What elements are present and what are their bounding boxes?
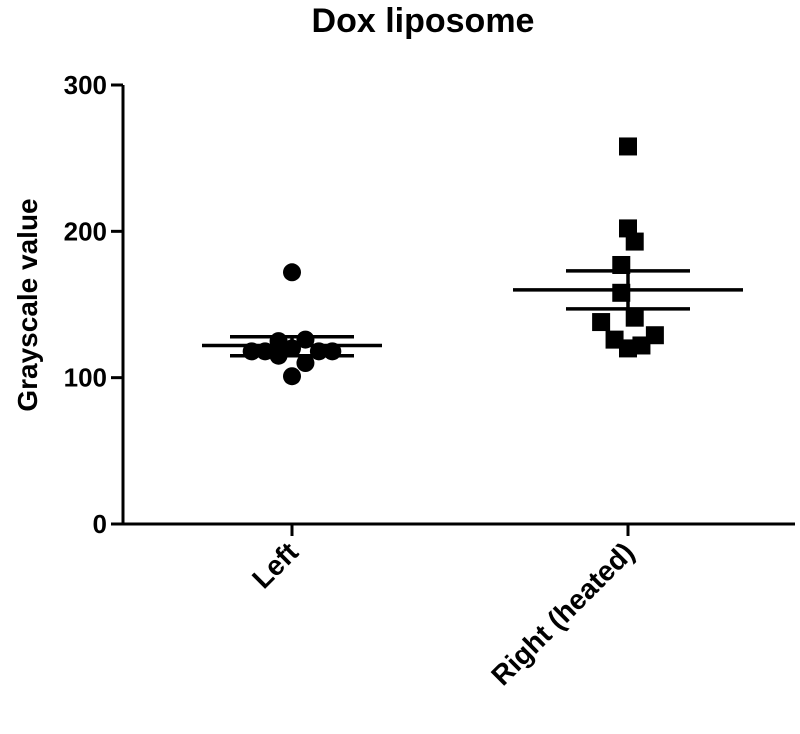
y-tick-label: 300: [64, 70, 107, 100]
data-point: [612, 283, 631, 302]
x-tick-label: Left: [246, 536, 304, 594]
series-group: [202, 263, 382, 386]
data-point: [283, 367, 301, 386]
y-tick-label: 100: [64, 363, 107, 393]
data-marks: [202, 137, 743, 386]
y-tick-label: 0: [93, 509, 107, 539]
chart-title: Dox liposome: [312, 2, 535, 40]
data-point: [645, 326, 664, 345]
data-point: [309, 342, 328, 361]
series-group: [513, 137, 743, 358]
data-point: [619, 137, 637, 156]
data-point: [625, 308, 644, 327]
y-tick-label: 200: [64, 216, 107, 246]
data-point: [296, 330, 315, 349]
data-point: [283, 263, 301, 282]
data-point: [269, 332, 288, 351]
x-tick-label: Right (heated): [485, 536, 640, 691]
y-axis-label: Grayscale value: [12, 198, 43, 411]
axes: 0 100 200 300 Left Right (heated): [64, 70, 795, 691]
data-point: [323, 342, 342, 361]
data-point: [296, 354, 315, 373]
data-point: [269, 346, 288, 365]
data-point: [592, 313, 611, 332]
data-point: [612, 255, 631, 274]
data-point: [625, 232, 644, 251]
data-point: [242, 342, 261, 361]
data-point: [283, 339, 301, 358]
